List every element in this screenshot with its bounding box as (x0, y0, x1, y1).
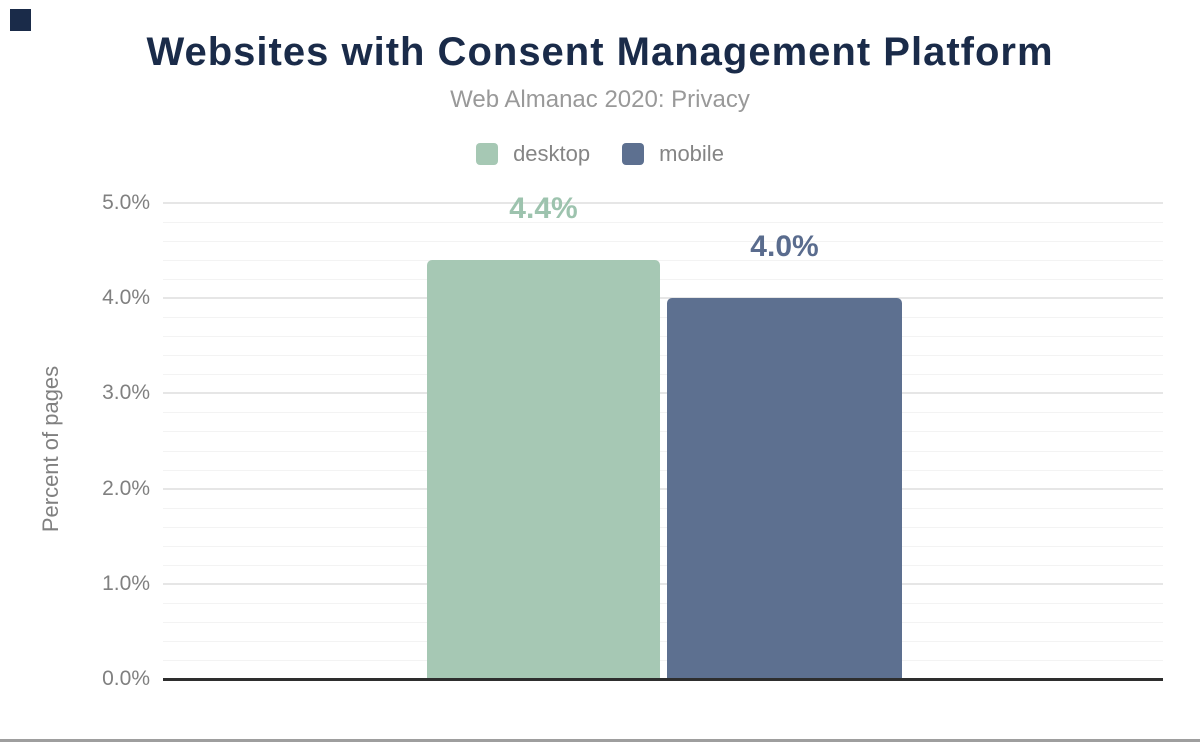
minor-gridline (163, 241, 1163, 243)
legend-swatch-mobile (622, 143, 645, 165)
minor-gridline (163, 412, 1163, 414)
major-gridline (163, 392, 1163, 395)
minor-gridline (163, 602, 1163, 604)
minor-gridline (163, 469, 1163, 471)
bar-value-label-mobile: 4.0% (750, 230, 819, 264)
x-axis-line (163, 678, 1163, 681)
major-gridline (163, 582, 1163, 585)
bar-desktop[interactable] (427, 260, 660, 679)
minor-gridline (163, 279, 1163, 281)
minor-gridline (163, 621, 1163, 623)
minor-gridline (163, 507, 1163, 509)
y-axis-title: Percent of pages (38, 365, 63, 533)
bar-value-label-desktop: 4.4% (509, 192, 578, 226)
y-axis-tick-label: 2.0% (102, 476, 150, 500)
minor-gridline (163, 659, 1163, 661)
minor-gridline (163, 526, 1163, 528)
minor-gridline (163, 374, 1163, 376)
y-axis-tick-label: 3.0% (102, 381, 150, 405)
legend-item-desktop: desktop (476, 141, 590, 167)
major-gridline (163, 202, 1163, 204)
legend-label-desktop: desktop (513, 141, 591, 166)
minor-gridline (163, 431, 1163, 433)
corner-mark (10, 9, 31, 31)
minor-gridline (163, 336, 1163, 338)
chart-title: Websites with Consent Management Platfor… (146, 30, 1054, 74)
minor-gridline (163, 260, 1163, 262)
y-axis-tick-label: 1.0% (102, 571, 150, 595)
y-axis-tick-label: 4.0% (102, 286, 150, 310)
major-gridline (163, 297, 1163, 300)
y-axis-tick-label: 0.0% (102, 667, 150, 690)
minor-gridline (163, 355, 1163, 357)
bottom-divider (0, 739, 1200, 742)
major-gridline (163, 487, 1163, 490)
minor-gridline (163, 564, 1163, 566)
y-axis-tick-label: 5.0% (102, 191, 150, 214)
bar-mobile[interactable] (667, 298, 902, 679)
legend-item-mobile: mobile (622, 141, 724, 167)
minor-gridline (163, 222, 1163, 224)
chart-subtitle: Web Almanac 2020: Privacy (450, 86, 750, 113)
legend: desktop mobile (0, 141, 1200, 167)
minor-gridline (163, 450, 1163, 452)
minor-gridline (163, 640, 1163, 642)
minor-gridline (163, 545, 1163, 547)
minor-gridline (163, 317, 1163, 319)
legend-label-mobile: mobile (659, 141, 724, 166)
legend-swatch-desktop (476, 143, 499, 165)
